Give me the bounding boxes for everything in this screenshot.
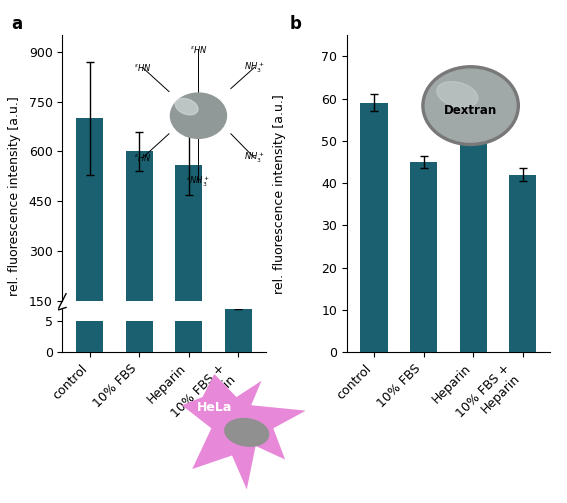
Bar xyxy=(76,118,103,301)
Text: HeLa: HeLa xyxy=(197,401,232,414)
Bar xyxy=(125,321,153,352)
Ellipse shape xyxy=(225,418,269,446)
Text: $^{\varepsilon}HN$: $^{\varepsilon}HN$ xyxy=(133,62,151,73)
Y-axis label: rel. fluorescence intensity [a.u.]: rel. fluorescence intensity [a.u.] xyxy=(273,94,286,294)
Text: rel. fluorescence intensity [a.u.]: rel. fluorescence intensity [a.u.] xyxy=(8,96,20,296)
Polygon shape xyxy=(182,374,306,489)
Text: a: a xyxy=(11,15,23,33)
Bar xyxy=(509,175,536,352)
Text: $NH_3^+$: $NH_3^+$ xyxy=(244,60,265,74)
Ellipse shape xyxy=(175,99,198,115)
Bar xyxy=(410,162,437,352)
Ellipse shape xyxy=(171,93,226,138)
Bar xyxy=(175,321,202,352)
Text: $^{\varepsilon}HN$: $^{\varepsilon}HN$ xyxy=(189,44,208,55)
Text: $^{\varepsilon}NH_3^+$: $^{\varepsilon}NH_3^+$ xyxy=(187,175,210,189)
Bar xyxy=(175,164,202,301)
Bar xyxy=(225,290,252,352)
Ellipse shape xyxy=(437,81,478,108)
Bar xyxy=(361,103,388,352)
Ellipse shape xyxy=(425,69,516,142)
Ellipse shape xyxy=(422,66,519,145)
Text: b: b xyxy=(289,15,301,33)
Bar xyxy=(76,321,103,352)
Bar xyxy=(459,137,487,352)
Text: $^{\varepsilon}HN$: $^{\varepsilon}HN$ xyxy=(133,152,151,163)
Text: Dextran: Dextran xyxy=(444,104,497,117)
Bar xyxy=(125,151,153,301)
Text: $NH_3^+$: $NH_3^+$ xyxy=(244,151,265,165)
